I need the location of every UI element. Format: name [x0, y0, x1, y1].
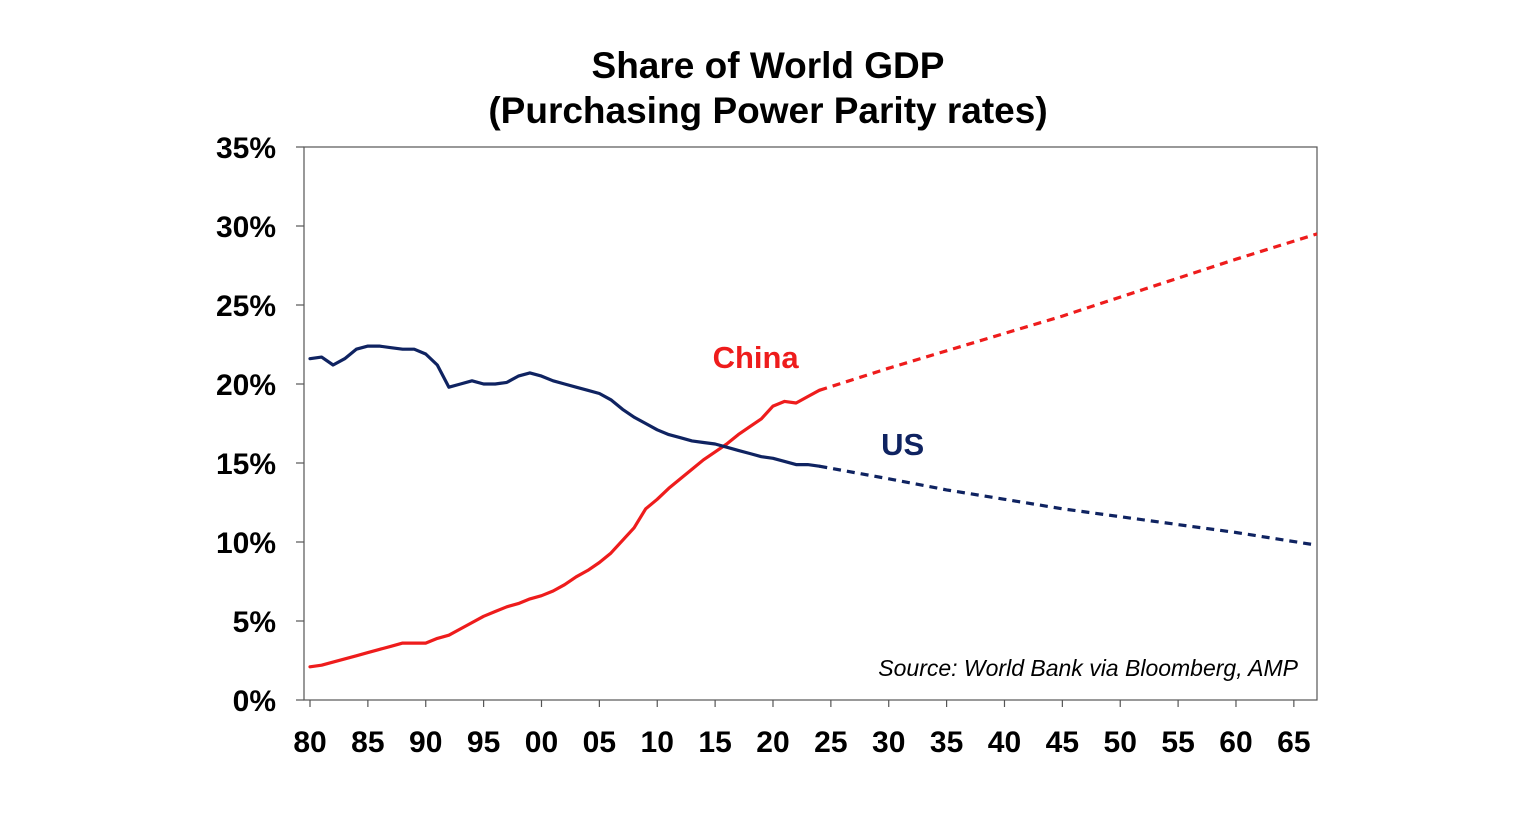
y-tick-label: 10% — [216, 527, 276, 560]
plot-area — [303, 146, 1318, 701]
x-tick-label: 30 — [872, 726, 905, 759]
x-tick-label: 90 — [409, 726, 442, 759]
series-layer — [308, 232, 1318, 669]
y-tick-label: 0% — [233, 685, 276, 718]
x-tick-label: 85 — [351, 726, 384, 759]
china-actual-line — [308, 388, 821, 669]
chart-title-line1: Share of World GDP — [592, 45, 945, 86]
china-projection-line — [818, 232, 1318, 392]
x-tick-label: 20 — [756, 726, 789, 759]
us-projection-line — [819, 464, 1318, 547]
x-tick-label: 25 — [814, 726, 847, 759]
x-tick-label: 35 — [930, 726, 963, 759]
us-actual-line — [308, 344, 821, 468]
source-annotation: Source: World Bank via Bloomberg, AMP — [878, 655, 1298, 681]
y-tick-label: 20% — [216, 369, 276, 402]
chart-title-line2: (Purchasing Power Parity rates) — [488, 90, 1047, 131]
y-tick-label: 15% — [216, 448, 276, 481]
x-tick-label: 05 — [583, 726, 616, 759]
x-tick-label: 65 — [1277, 726, 1310, 759]
x-tick-label: 00 — [525, 726, 558, 759]
y-axis: 0% 5% 10% 15% 20% 25% 30% 35% — [216, 132, 304, 718]
y-tick-label: 25% — [216, 290, 276, 323]
x-tick-label: 55 — [1161, 726, 1194, 759]
y-tick-label: 5% — [233, 606, 276, 639]
x-tick-label: 45 — [1046, 726, 1079, 759]
x-axis: 80 85 90 95 00 05 10 15 20 25 30 35 40 45 50 55 60 65 — [293, 700, 1311, 759]
x-tick-label: 50 — [1104, 726, 1137, 759]
x-tick-label: 95 — [467, 726, 500, 759]
y-tick-label: 35% — [216, 132, 276, 165]
x-tick-label: 15 — [698, 726, 731, 759]
x-tick-label: 10 — [641, 726, 674, 759]
x-tick-label: 40 — [988, 726, 1021, 759]
china-series-label: China — [713, 340, 800, 375]
x-tick-label: 80 — [293, 726, 326, 759]
y-tick-label: 30% — [216, 211, 276, 244]
us-series-label: US — [881, 427, 924, 462]
series-labels: China US — [713, 340, 925, 462]
x-tick-label: 60 — [1219, 726, 1252, 759]
